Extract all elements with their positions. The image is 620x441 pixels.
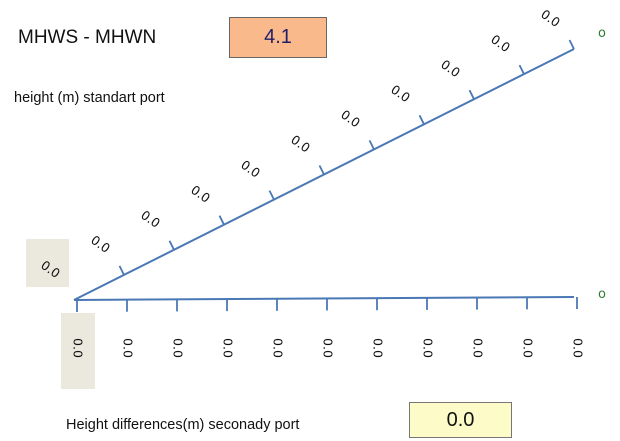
lower-tick-label: 0.0 <box>471 338 486 358</box>
upper-tick-label: 0.0 <box>438 57 463 81</box>
upper-tick <box>418 114 425 125</box>
upper-tick-label: 0.0 <box>188 182 213 206</box>
upper-tick <box>368 139 375 150</box>
upper-tick <box>468 89 475 100</box>
result-value-box[interactable]: 0.0 <box>409 402 512 438</box>
lower-tick-label: 0.0 <box>571 338 586 358</box>
upper-scale-ticks <box>118 39 575 276</box>
upper-tick <box>218 215 225 226</box>
upper-tick <box>518 64 525 75</box>
range-value: 4.1 <box>264 26 292 48</box>
lower-tick-label: 0.0 <box>71 338 86 358</box>
lower-tick-label: 0.0 <box>171 338 186 358</box>
lower-scale-labels: 0.0 0.0 0.0 0.0 0.0 0.0 0.0 0.0 0.0 0.0 0.0 <box>71 338 586 358</box>
upper-origin-highlight <box>26 239 69 287</box>
upper-tick-label: 0.0 <box>338 107 363 131</box>
lower-axis-label: Height differences(m) seconady port <box>66 417 300 433</box>
lower-tick-label: 0.0 <box>221 338 236 358</box>
upper-scale-labels: 0.00.00.00.00.00.00.00.00.00.00.0 <box>38 6 563 281</box>
upper-tick-label: 0.0 <box>138 207 163 231</box>
result-value: 0.0 <box>446 408 475 431</box>
upper-tick-label: 0.0 <box>488 31 513 55</box>
range-title: MHWS - MHWN <box>18 27 157 48</box>
range-value-box[interactable]: 4.1 <box>229 17 327 58</box>
lower-tick-label: 0.0 <box>421 338 436 358</box>
upper-end-marker: o <box>598 26 606 41</box>
lower-tick-label: 0.0 <box>121 338 136 358</box>
lower-tick-label: 0.0 <box>271 338 286 358</box>
upper-tick-label: 0.0 <box>288 132 313 156</box>
lower-tick-label: 0.0 <box>521 338 536 358</box>
upper-tick <box>268 190 275 201</box>
upper-tick-label: 0.0 <box>88 232 113 256</box>
lower-end-marker: o <box>598 287 606 302</box>
upper-tick-label: 0.0 <box>238 157 263 181</box>
upper-tick-label: 0.0 <box>388 82 413 106</box>
lower-origin-highlight <box>61 313 95 389</box>
upper-axis-label: height (m) standart port <box>14 90 165 106</box>
upper-tick <box>318 165 325 175</box>
upper-scale-line <box>73 48 575 301</box>
lower-scale-line <box>73 296 575 301</box>
lower-tick-label: 0.0 <box>321 338 336 358</box>
upper-tick-label: 0.0 <box>538 6 563 30</box>
upper-tick <box>168 240 175 251</box>
lower-tick-label: 0.0 <box>371 338 386 358</box>
upper-tick <box>118 265 125 276</box>
upper-tick <box>568 39 575 50</box>
lower-scale-ticks <box>76 297 578 312</box>
